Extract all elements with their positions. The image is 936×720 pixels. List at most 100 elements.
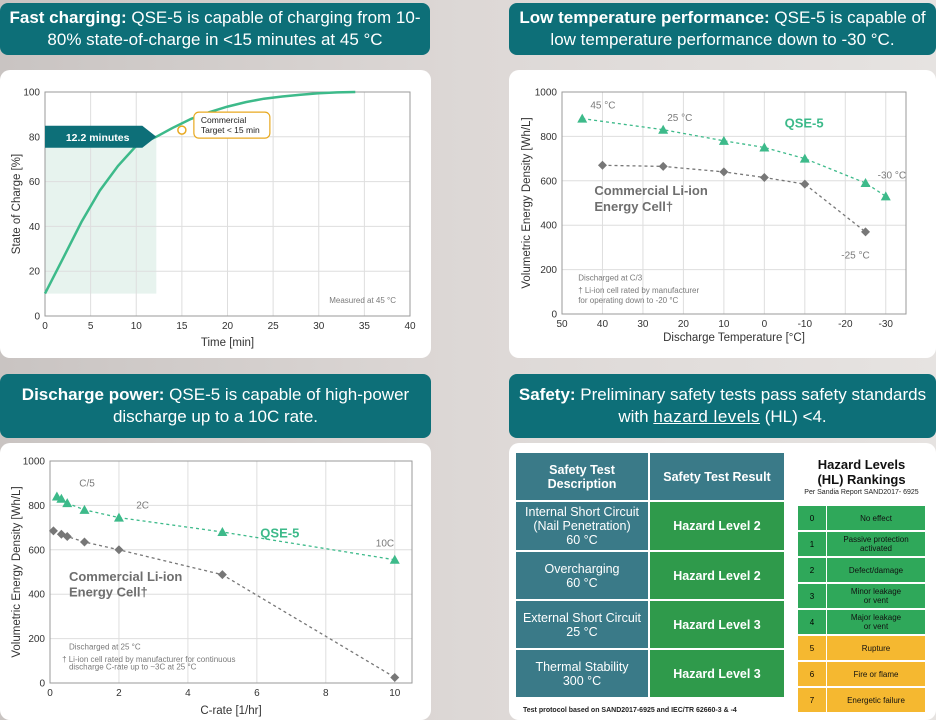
- hazard-level-number: 2: [798, 558, 827, 582]
- banner-text: QSE-5 is capable of high-power discharge…: [112, 385, 410, 426]
- desc-line: (Nail Penetration): [533, 519, 631, 533]
- test-description: Thermal Stability 300 °C: [516, 650, 648, 697]
- fast-charging-chart-panel: 0 5 10 15 20 25 30 35 40 0 20 40 60 80 100 12.2 minute…: [0, 70, 431, 358]
- table-footnote: Test protocol based on SAND2017-6925 and…: [523, 707, 737, 714]
- low-temp-chart-panel: 50 40 30 20 10 0 -10 -20 -30 0 200 400 600 800 1000 QS…: [509, 70, 936, 358]
- measured-note: Measured at 45 °C: [329, 296, 396, 305]
- hazard-text-line: Minor leakage: [850, 587, 902, 596]
- y-tick-label: 600: [540, 176, 557, 187]
- hazard-level-description: Defect/damage: [827, 558, 925, 582]
- hazard-level-number: 4: [798, 610, 827, 634]
- y-axis-label: Volumetric Energy Density [Wh/L]: [11, 486, 23, 657]
- y-tick-label: 40: [29, 222, 41, 233]
- note-line1: Discharged at C/3: [578, 274, 643, 283]
- note-line3: for operating down to -20 °C: [578, 296, 678, 305]
- x-tick-label: 10: [389, 688, 401, 699]
- data-point-triangle: [62, 498, 73, 508]
- hazard-level-row: 6 Fire or flame: [798, 662, 925, 686]
- banner-bold: Discharge power:: [21, 385, 165, 404]
- desc-line: Thermal Stability: [535, 659, 629, 674]
- safety-test-table: Safety Test Description Safety Test Resu…: [514, 451, 786, 699]
- discharge-power-chart-panel: 0 2 4 6 8 10 0 200 400 600 800 1000 QSE-5 Commercia…: [0, 443, 431, 720]
- test-result: Hazard Level 2: [650, 502, 784, 550]
- x-tick-label: -10: [798, 319, 813, 330]
- hazard-level-description: Passive protection activated: [827, 532, 925, 556]
- hazard-levels-link[interactable]: hazard levels: [653, 407, 761, 426]
- y-tick-label: 0: [34, 312, 40, 323]
- hazard-level-number: 0: [798, 506, 827, 530]
- discharge-power-banner: Discharge power: QSE-5 is capable of hig…: [0, 374, 431, 438]
- data-point-diamond: [597, 160, 607, 170]
- y-tick-label: 0: [39, 679, 45, 690]
- test-description: Overcharging 60 °C: [516, 552, 648, 599]
- hazard-level-description: Energetic failure: [827, 688, 925, 712]
- x-tick-label: 35: [359, 321, 371, 332]
- hazard-title-line2: (HL) Rankings: [817, 472, 906, 487]
- desc-line: 60 °C: [566, 575, 598, 590]
- data-point-diamond: [800, 179, 810, 189]
- data-point-diamond: [719, 167, 729, 177]
- data-point-diamond: [114, 545, 124, 555]
- x-tick-label: 20: [678, 319, 690, 330]
- hazard-text-line: Energetic failure: [847, 695, 905, 705]
- data-point-diamond: [759, 172, 769, 182]
- x-tick-label: 40: [404, 321, 416, 332]
- x-tick-label: 10: [718, 319, 730, 330]
- target-callout: [193, 111, 271, 139]
- commercial-label-line2: Energy Cell†: [594, 199, 673, 214]
- commercial-label-line2: Energy Cell†: [69, 584, 148, 599]
- desc-line: External Short Circuit: [522, 610, 642, 625]
- header-result: Safety Test Result: [650, 453, 784, 500]
- banner-text: QSE-5 is capable of charging from 10-80%…: [47, 8, 421, 49]
- data-point-triangle: [113, 512, 124, 522]
- desc-line: 25 °C: [566, 624, 598, 639]
- hazard-level-row: 2 Defect/damage: [798, 558, 925, 582]
- data-point-triangle: [860, 178, 871, 188]
- hazard-level-number: 6: [798, 662, 827, 686]
- data-point-triangle: [389, 554, 400, 564]
- plot-frame: [49, 460, 413, 684]
- data-point-triangle: [577, 113, 588, 123]
- target-label-line1: Commercial: [201, 115, 246, 125]
- test-description: External Short Circuit 25 °C: [516, 601, 648, 648]
- x-axis-label: C-rate [1/hr]: [200, 705, 261, 717]
- y-axis-label: Volumetric Energy Density [Wh/L]: [521, 117, 533, 288]
- soc-chart: 0 5 10 15 20 25 30 35 40 0 20 40 60 80 100 12.2 minute…: [11, 88, 416, 350]
- note-line3: discharge C-rate up to ~3C at 25 °C: [69, 663, 197, 672]
- x-tick-label: 0: [762, 319, 768, 330]
- hazard-level-row: 7 Energetic failure: [798, 688, 925, 712]
- hazard-text-line: Defect/damage: [848, 565, 904, 575]
- y-tick-label: 600: [28, 545, 45, 556]
- banner-bold: Fast charging:: [9, 8, 127, 27]
- y-axis-label: State of Charge [%]: [11, 154, 23, 254]
- hazard-text-line: or vent: [863, 596, 889, 605]
- table-row: Thermal Stability 300 °C Hazard Level 3: [516, 650, 784, 697]
- hazard-level-number: 1: [798, 532, 827, 556]
- hazard-level-row: 0 No effect: [798, 506, 925, 530]
- x-tick-label: 8: [323, 688, 329, 699]
- x-tick-label: -20: [838, 319, 853, 330]
- x-tick-label: 10: [131, 321, 143, 332]
- hazard-text-line: or vent: [863, 622, 889, 631]
- commercial-label-line1: Commercial Li-ion: [69, 569, 182, 584]
- y-tick-label: 80: [29, 132, 41, 143]
- data-point-diamond: [79, 537, 89, 547]
- table-row: Overcharging 60 °C Hazard Level 2: [516, 552, 784, 599]
- series-line: [56, 495, 395, 561]
- header-description: Safety Test Description: [516, 453, 648, 500]
- qse5-label: QSE-5: [785, 116, 824, 131]
- x-tick-label: 40: [597, 319, 609, 330]
- x-tick-label: 50: [556, 319, 568, 330]
- y-tick-label: 1000: [535, 88, 558, 99]
- hazard-level-row: 3 Minor leakage or vent: [798, 584, 925, 608]
- charge-region-fill: [45, 136, 157, 294]
- x-axis-label: Discharge Temperature [°C]: [663, 332, 805, 344]
- hazard-levels-box: Hazard Levels (HL) Rankings Per Sandia R…: [798, 457, 925, 714]
- label-c5: C/5: [79, 479, 95, 490]
- discharge-chart: 0 2 4 6 8 10 0 200 400 600 800 1000 QSE-5 Commercia…: [11, 457, 413, 717]
- hazard-level-description: Fire or flame: [827, 662, 925, 686]
- hazard-level-description: Major leakage or vent: [827, 610, 925, 634]
- time-tag-label: 12.2 minutes: [66, 132, 130, 144]
- data-point-diamond: [861, 227, 871, 237]
- y-tick-label: 1000: [23, 457, 46, 468]
